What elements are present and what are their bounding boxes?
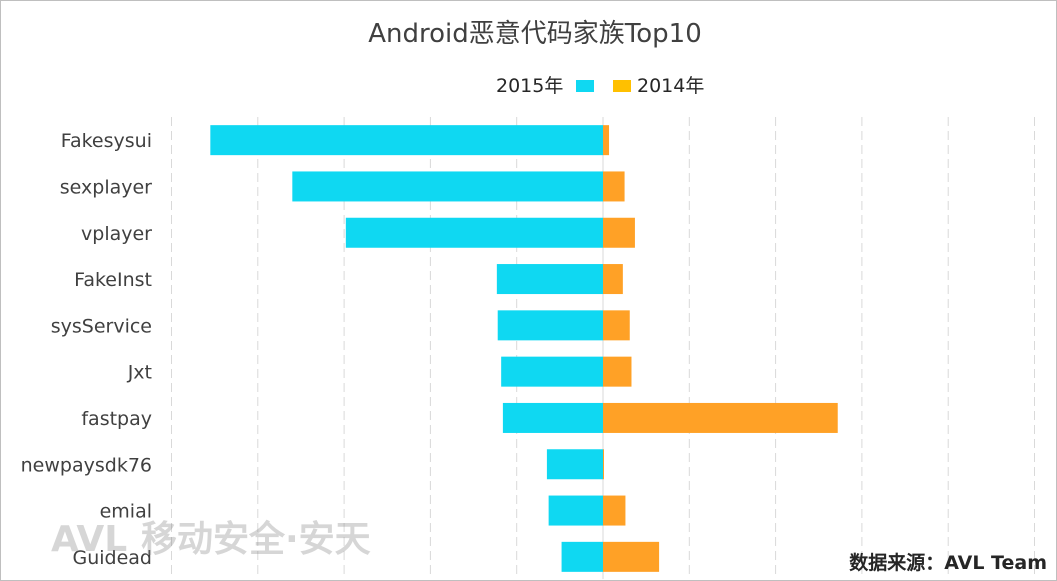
category-label-vplayer: vplayer (81, 223, 152, 245)
bar-2014-fakesysui (603, 125, 610, 156)
category-label-sysservice: sysService (51, 315, 152, 337)
bar-2014-fastpay (603, 402, 838, 433)
bar-2014-sexplayer (603, 171, 625, 202)
bar-2014-jxt (603, 356, 632, 387)
bar-2015-emial (548, 495, 603, 526)
bar-2015-fastpay (502, 402, 603, 433)
watermark-text: 移动安全·安天 (141, 518, 371, 560)
bar-2015-newpaysdk76 (546, 449, 603, 480)
bar-2014-emial (603, 495, 626, 526)
legend-label-2015: 2015年 (496, 75, 563, 97)
bar-2014-sysservice (603, 310, 630, 341)
bar-2015-sexplayer (292, 171, 603, 202)
category-label-fakeinst: FakeInst (74, 269, 152, 291)
bar-2015-guidead (561, 541, 603, 572)
category-label-fakesysui: Fakesysui (61, 130, 152, 152)
category-label-sexplayer: sexplayer (60, 176, 152, 198)
source-note: 数据来源：AVL Team (849, 551, 1047, 574)
legend-swatch-2015 (576, 80, 594, 92)
category-label-guidead: Guidead (73, 547, 153, 569)
legend-swatch-2014 (613, 80, 631, 92)
bar-2015-jxt (501, 356, 603, 387)
category-label-newpaysdk76: newpaysdk76 (21, 454, 152, 476)
bar-2014-fakeinst (603, 264, 623, 295)
category-labels: Fakesysui sexplayer vplayer FakeInst sysServ… (21, 130, 153, 569)
bar-2014-guidead (603, 541, 660, 572)
bar-2015-fakesysui (210, 125, 603, 156)
bar-2015-vplayer (345, 217, 603, 248)
bar-2014-vplayer (603, 217, 635, 248)
bar-2014-newpaysdk76 (603, 449, 604, 480)
watermark: AVL 移动安全·安天 (51, 518, 371, 560)
legend-label-2014: 2014年 (637, 75, 704, 97)
category-label-emial: emial (100, 501, 152, 523)
watermark-logo: AVL (51, 519, 127, 560)
bars (210, 125, 838, 572)
bar-2015-fakeinst (496, 264, 603, 295)
legend: 2015年 2014年 (496, 75, 704, 97)
bar-2015-sysservice (497, 310, 603, 341)
chart-title: Android恶意代码家族Top10 (368, 19, 701, 49)
category-label-fastpay: fastpay (81, 408, 152, 430)
category-label-jxt: Jxt (127, 362, 152, 384)
